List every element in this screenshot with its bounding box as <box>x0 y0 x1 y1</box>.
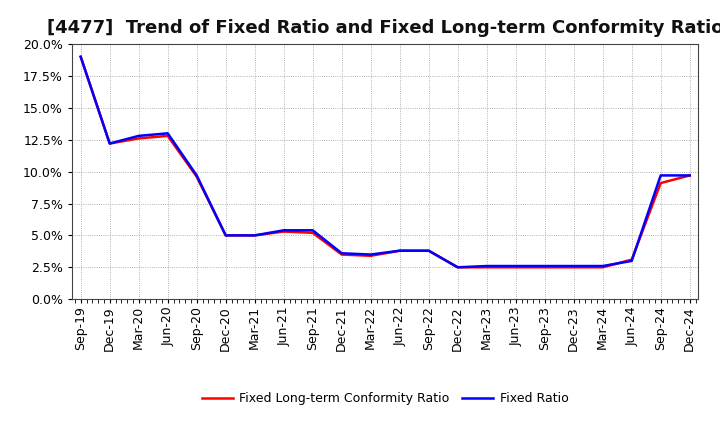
Fixed Long-term Conformity Ratio <box>221 233 230 238</box>
Fixed Long-term Conformity Ratio <box>598 265 607 270</box>
Fixed Ratio <box>424 248 433 253</box>
Fixed Long-term Conformity Ratio <box>279 229 288 234</box>
Fixed Long-term Conformity Ratio <box>657 180 665 186</box>
Fixed Long-term Conformity Ratio <box>511 265 520 270</box>
Fixed Long-term Conformity Ratio <box>105 141 114 146</box>
Fixed Ratio <box>541 264 549 269</box>
Legend: Fixed Long-term Conformity Ratio, Fixed Ratio: Fixed Long-term Conformity Ratio, Fixed … <box>197 387 573 410</box>
Fixed Long-term Conformity Ratio <box>308 230 317 235</box>
Fixed Long-term Conformity Ratio <box>338 252 346 257</box>
Fixed Long-term Conformity Ratio <box>685 173 694 178</box>
Fixed Ratio <box>192 173 201 178</box>
Fixed Long-term Conformity Ratio <box>541 265 549 270</box>
Fixed Ratio <box>598 264 607 269</box>
Fixed Long-term Conformity Ratio <box>627 257 636 262</box>
Fixed Ratio <box>251 233 259 238</box>
Fixed Ratio <box>685 173 694 178</box>
Fixed Ratio <box>454 265 462 270</box>
Fixed Ratio <box>482 264 491 269</box>
Fixed Ratio <box>279 227 288 233</box>
Title: [4477]  Trend of Fixed Ratio and Fixed Long-term Conformity Ratio: [4477] Trend of Fixed Ratio and Fixed Lo… <box>47 19 720 37</box>
Fixed Ratio <box>105 141 114 146</box>
Fixed Ratio <box>76 54 85 59</box>
Fixed Ratio <box>366 252 375 257</box>
Fixed Long-term Conformity Ratio <box>395 248 404 253</box>
Fixed Long-term Conformity Ratio <box>163 133 172 139</box>
Fixed Long-term Conformity Ratio <box>570 265 578 270</box>
Fixed Long-term Conformity Ratio <box>366 253 375 258</box>
Fixed Long-term Conformity Ratio <box>424 248 433 253</box>
Fixed Ratio <box>221 233 230 238</box>
Fixed Ratio <box>338 251 346 256</box>
Fixed Ratio <box>627 258 636 264</box>
Fixed Long-term Conformity Ratio <box>192 174 201 180</box>
Fixed Ratio <box>657 173 665 178</box>
Fixed Ratio <box>163 131 172 136</box>
Line: Fixed Ratio: Fixed Ratio <box>81 57 690 268</box>
Fixed Long-term Conformity Ratio <box>482 265 491 270</box>
Line: Fixed Long-term Conformity Ratio: Fixed Long-term Conformity Ratio <box>81 57 690 268</box>
Fixed Ratio <box>135 133 143 139</box>
Fixed Ratio <box>308 227 317 233</box>
Fixed Ratio <box>511 264 520 269</box>
Fixed Long-term Conformity Ratio <box>454 265 462 270</box>
Fixed Ratio <box>570 264 578 269</box>
Fixed Ratio <box>395 248 404 253</box>
Fixed Long-term Conformity Ratio <box>135 136 143 141</box>
Fixed Long-term Conformity Ratio <box>76 54 85 59</box>
Fixed Long-term Conformity Ratio <box>251 233 259 238</box>
